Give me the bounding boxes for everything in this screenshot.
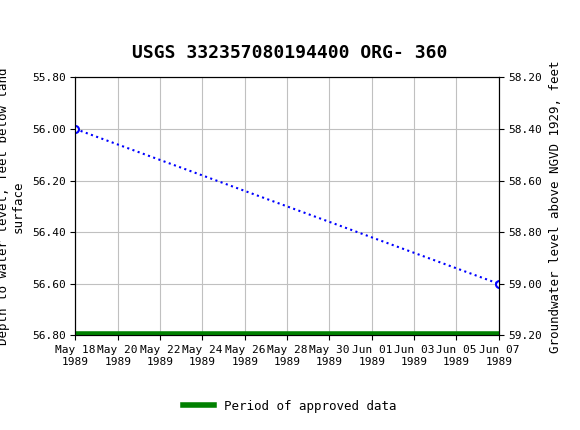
Text: USGS 332357080194400 ORG- 360: USGS 332357080194400 ORG- 360 (132, 44, 448, 62)
Legend: Period of approved data: Period of approved data (178, 395, 402, 418)
Y-axis label: Depth to water level, feet below land
surface: Depth to water level, feet below land su… (0, 68, 25, 345)
Y-axis label: Groundwater level above NGVD 1929, feet: Groundwater level above NGVD 1929, feet (549, 60, 562, 353)
Text: █USGS: █USGS (12, 15, 70, 37)
